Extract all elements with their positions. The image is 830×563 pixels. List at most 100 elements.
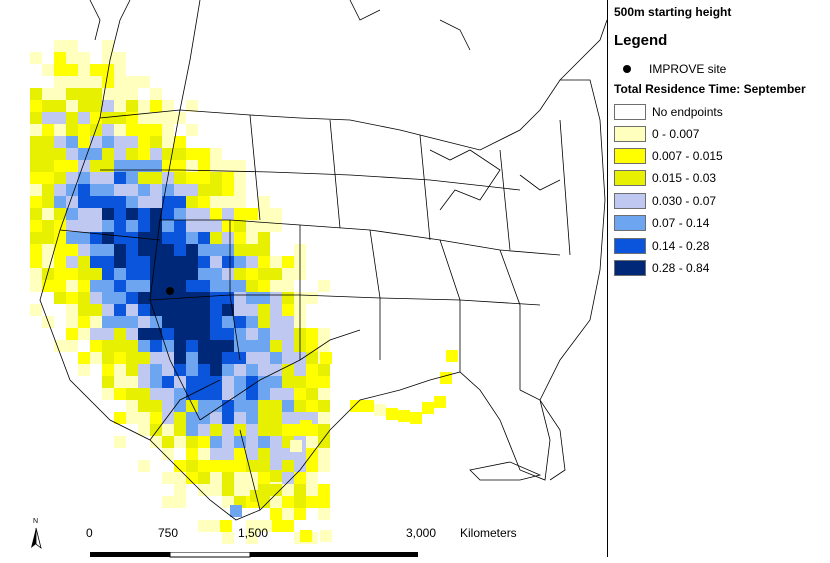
scale-unit: Kilometers: [460, 526, 517, 540]
residence-time-map[interactable]: [0, 0, 608, 557]
grid-cell: [150, 136, 162, 148]
grid-cell: [138, 340, 150, 352]
grid-cell: [222, 220, 234, 232]
grid-cell: [138, 388, 150, 400]
grid-cell: [294, 400, 306, 412]
grid-cell: [90, 196, 102, 208]
grid-cell: [162, 376, 174, 388]
grid-cell: [210, 148, 222, 160]
grid-cell: [222, 460, 234, 472]
grid-cell: [54, 76, 66, 88]
grid-cell: [90, 100, 102, 112]
grid-cell: [174, 472, 186, 484]
grid-cell: [150, 268, 162, 280]
grid-cell: [234, 172, 246, 184]
grid-cell: [270, 460, 282, 472]
grid-cell: [234, 280, 246, 292]
north-arrow: N: [28, 514, 44, 559]
grid-cell: [150, 304, 162, 316]
grid-cell: [114, 160, 126, 172]
grid-cell: [186, 208, 198, 220]
grid-cell: [66, 244, 78, 256]
grid-cell: [150, 220, 162, 232]
grid-cell: [258, 352, 270, 364]
grid-cell: [222, 208, 234, 220]
grid-cell: [260, 520, 272, 532]
grid-cell: [234, 244, 246, 256]
grid-cell: [102, 76, 114, 88]
grid-cell: [78, 244, 90, 256]
grid-cell: [246, 376, 258, 388]
grid-cell: [78, 196, 90, 208]
grid-cell: [410, 412, 422, 424]
grid-cell: [198, 400, 210, 412]
grid-cell: [66, 196, 78, 208]
grid-cell: [102, 340, 114, 352]
grid-cell: [126, 280, 138, 292]
grid-cell: [114, 220, 126, 232]
grid-cell: [114, 304, 126, 316]
grid-cell: [222, 304, 234, 316]
grid-cell: [198, 412, 210, 424]
grid-cell: [270, 304, 282, 316]
grid-cell: [102, 376, 114, 388]
grid-cell: [318, 376, 330, 388]
grid-cell: [150, 100, 162, 112]
grid-cell: [282, 304, 294, 316]
grid-cell: [198, 220, 210, 232]
grid-cell: [162, 472, 174, 484]
grid-cell: [54, 172, 66, 184]
grid-cell: [258, 316, 270, 328]
grid-cell: [42, 136, 54, 148]
grid-cell: [246, 220, 258, 232]
grid-cell: [78, 280, 90, 292]
grid-cell: [126, 148, 138, 160]
grid-cell: [102, 196, 114, 208]
grid-cell: [162, 136, 174, 148]
grid-cell: [222, 184, 234, 196]
grid-cell: [126, 352, 138, 364]
grid-cell: [78, 304, 90, 316]
grid-cell: [66, 124, 78, 136]
grid-cell: [210, 268, 222, 280]
map-title: 500m starting height: [614, 5, 732, 19]
grid-cell: [198, 484, 210, 496]
grid-cell: [186, 256, 198, 268]
grid-cell: [66, 160, 78, 172]
grid-cell: [162, 448, 174, 460]
grid-cell: [258, 304, 270, 316]
grid-cell: [90, 64, 102, 76]
grid-cell: [66, 148, 78, 160]
grid-cell: [210, 172, 222, 184]
grid-cell: [282, 472, 294, 484]
grid-cell: [270, 376, 282, 388]
grid-cell: [78, 184, 90, 196]
grid-cell: [126, 172, 138, 184]
grid-cell: [174, 136, 186, 148]
legend-class-label: 0.14 - 0.28: [652, 239, 710, 253]
grid-cell: [138, 304, 150, 316]
grid-cell: [66, 268, 78, 280]
grid-cell: [270, 352, 282, 364]
grid-cell: [102, 220, 114, 232]
grid-cell: [234, 340, 246, 352]
grid-cell: [42, 268, 54, 280]
improve-site-marker[interactable]: [166, 287, 174, 295]
grid-cell: [210, 316, 222, 328]
grid-cell: [102, 244, 114, 256]
grid-cell: [258, 400, 270, 412]
grid-cell: [198, 376, 210, 388]
grid-cell: [282, 508, 294, 520]
grid-cell: [374, 404, 386, 416]
grid-cell: [162, 340, 174, 352]
grid-cell: [90, 244, 102, 256]
grid-cell: [174, 304, 186, 316]
grid-cell: [282, 484, 294, 496]
grid-cell: [222, 232, 234, 244]
grid-cell: [258, 436, 270, 448]
map-panel[interactable]: N 0 750 1,500 3,000 Kilometers: [0, 0, 608, 559]
grid-cell: [234, 328, 246, 340]
grid-cell: [150, 196, 162, 208]
legend-panel: 500m starting height Legend IMPROVE site…: [609, 0, 830, 557]
grid-cell: [398, 410, 410, 422]
